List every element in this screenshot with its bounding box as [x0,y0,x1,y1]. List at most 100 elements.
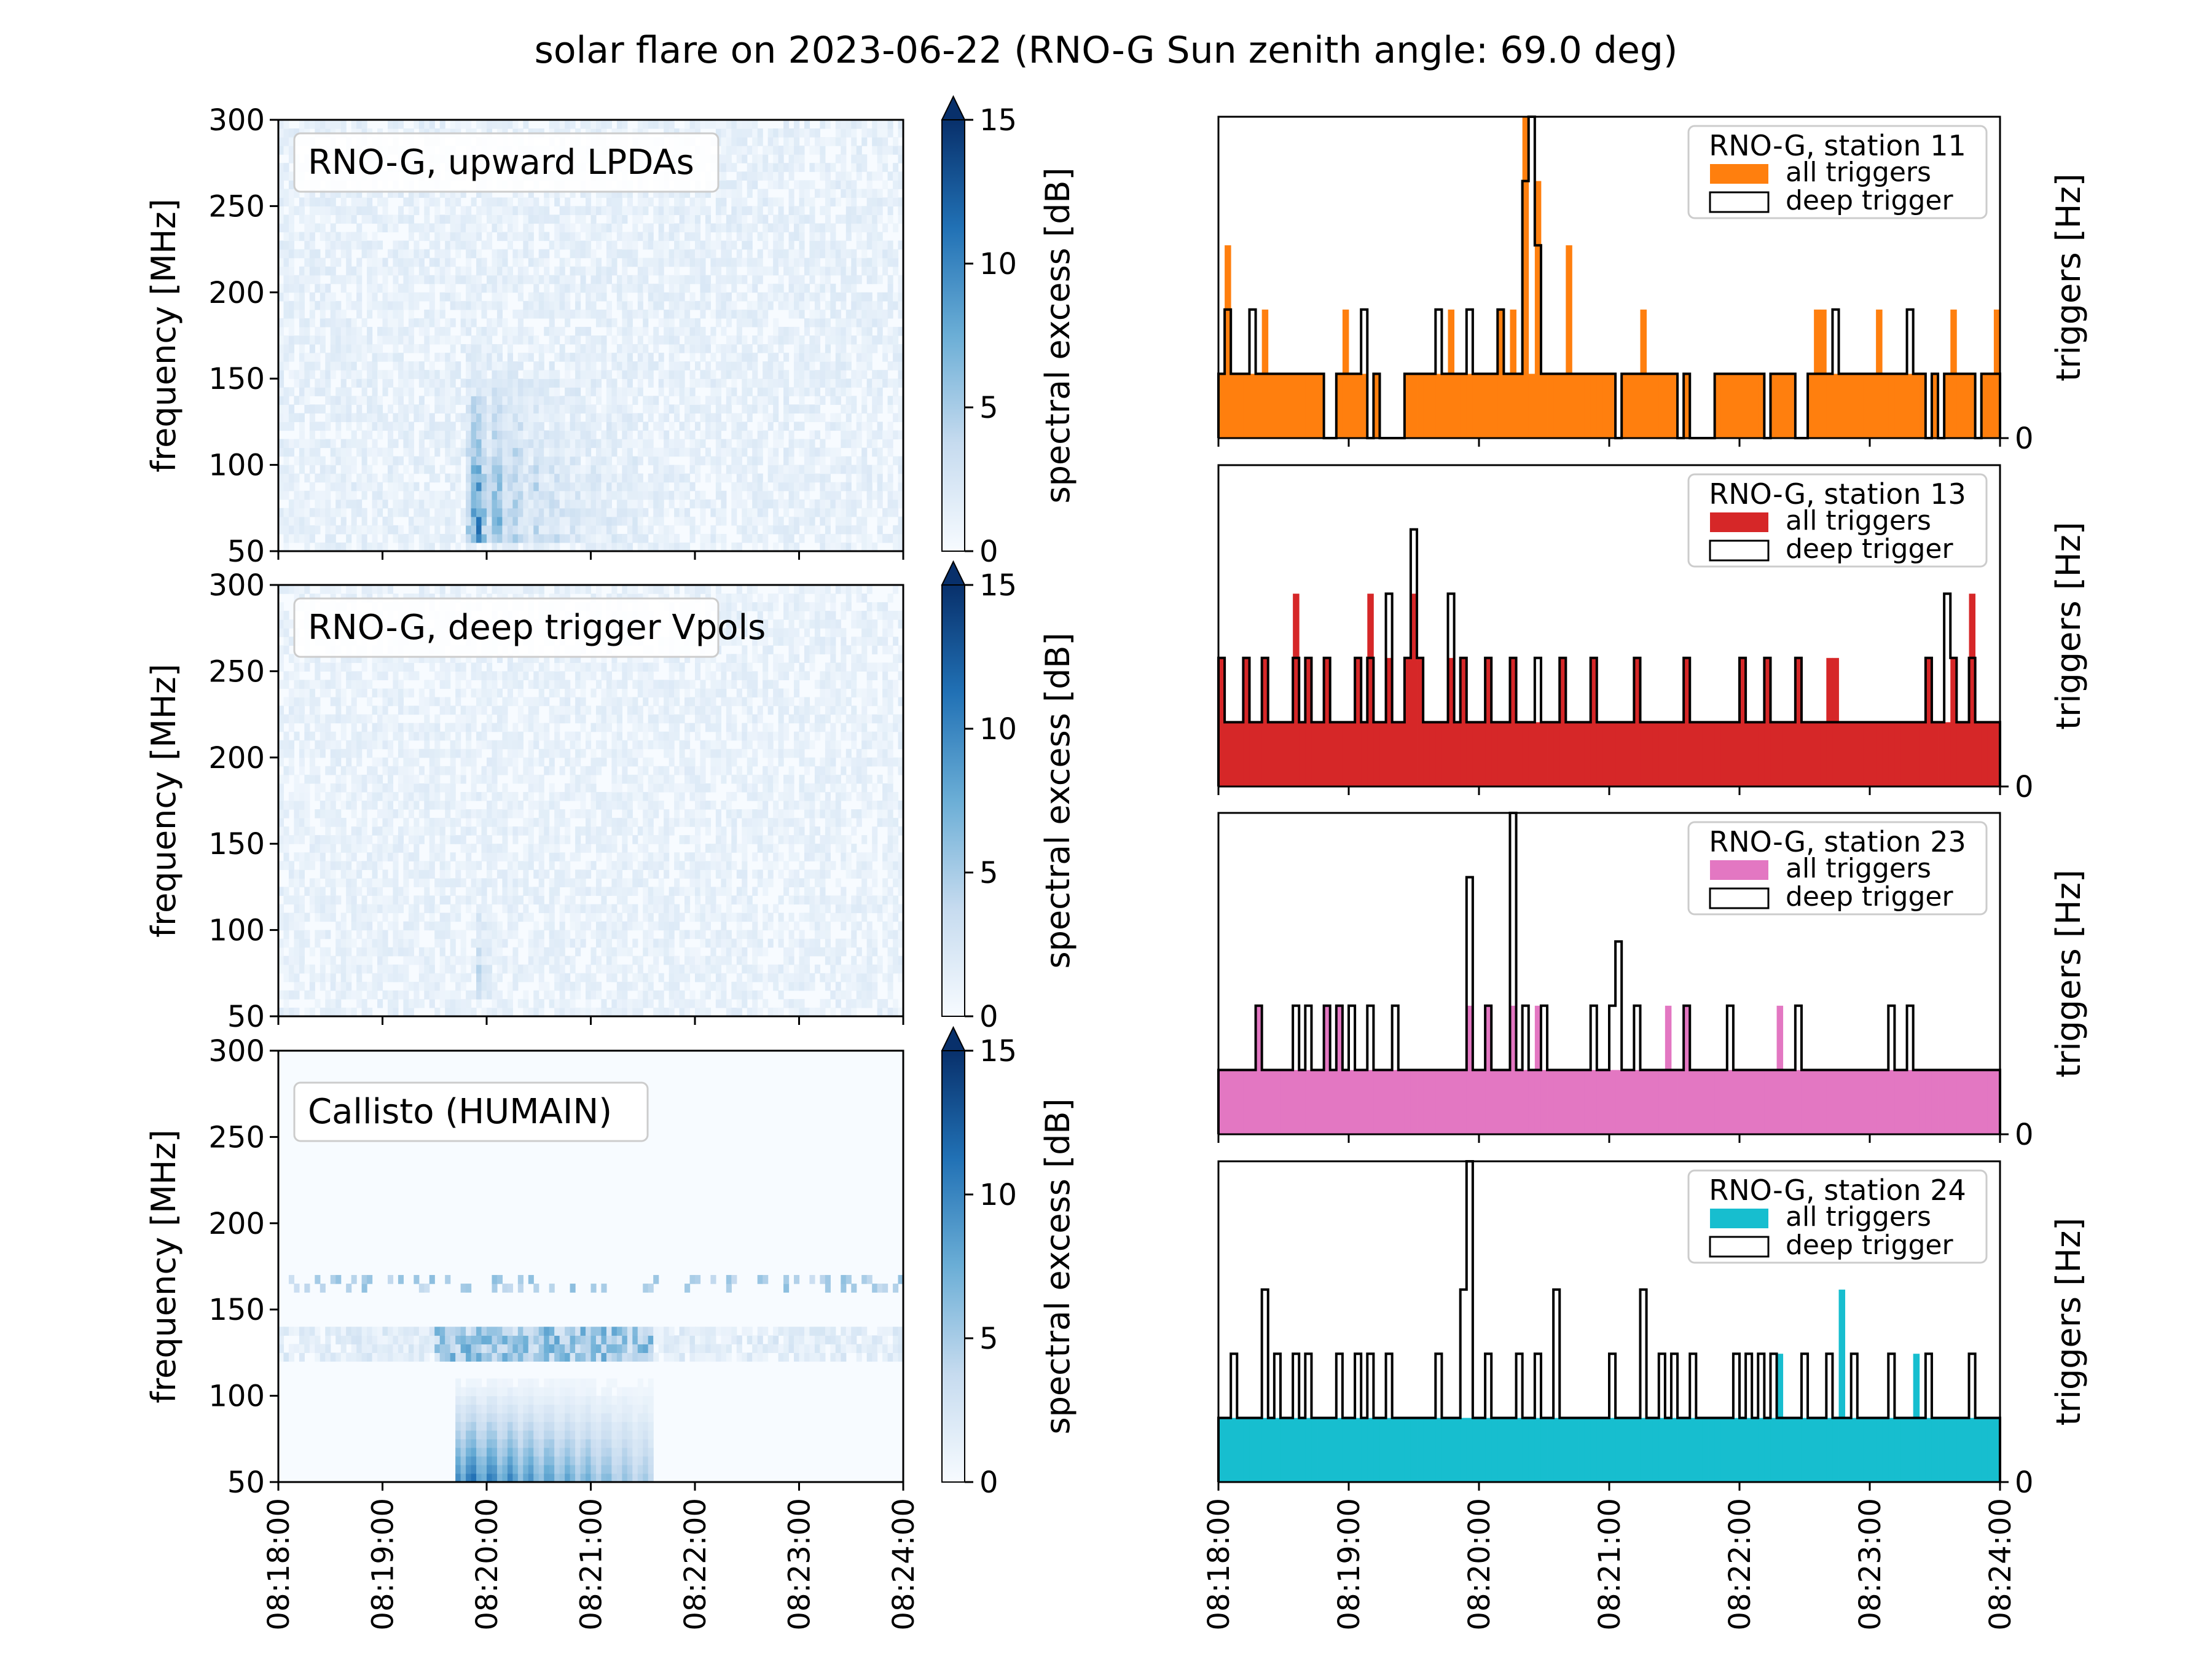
spectrogram-cell [565,197,571,206]
spectrogram-cell [382,447,388,457]
spectrogram-cell [726,275,732,284]
spectrogram-cell [382,422,388,431]
spectrogram-cell [544,189,550,198]
spectrogram-cell [580,189,586,198]
spectrogram-cell [788,257,794,267]
spectrogram-cell [856,223,862,233]
spectrogram-cell [684,283,691,293]
spectrogram-cell [637,361,643,371]
spectrogram-cell [398,456,404,466]
spectrogram-cell [283,335,289,345]
spectrogram-cell [794,378,800,388]
spectrogram-cell [439,353,445,362]
spectrogram-cell [538,214,544,224]
spectrogram-cell [512,232,519,241]
spectrogram-cell [330,809,336,818]
spectrogram-cell [757,387,763,396]
spectrogram-cell [606,257,612,267]
spectrogram-cell [512,387,519,396]
spectrogram-cell [715,516,721,526]
spectrogram-cell [487,499,493,509]
spectrogram-cell [320,214,326,224]
spectrogram-cell [361,249,367,259]
spectrogram-cell [502,465,508,474]
spectrogram-cell [747,439,753,449]
spectrogram-cell [731,223,737,233]
spectrogram-cell [887,214,893,224]
spectrogram-cell [429,275,435,284]
spectrogram-cell [335,240,342,250]
spectrogram-cell [747,128,753,138]
spectrogram-cell [528,439,534,449]
spectrogram-cell [632,232,638,241]
spectrogram-cell [309,887,315,896]
spectrogram-cell [320,189,326,198]
spectrogram-cell [439,396,445,405]
spectrogram-cell [549,292,555,302]
spectrogram-cell [544,370,550,379]
spectrogram-cell [528,508,534,517]
spectrogram-cell [601,439,607,449]
spectrogram-cell [487,396,493,405]
spectrogram-cell [575,249,581,259]
spectrogram-cell [351,490,357,500]
spectrogram-cell [320,344,326,353]
spectrogram-cell [820,447,826,457]
spectrogram-cell [835,465,841,474]
spectrogram-cell [648,473,654,483]
spectrogram-cell [512,223,519,233]
spectrogram-cell [445,473,451,483]
spectrogram-cell [887,508,893,517]
spectrogram-cell [705,300,712,310]
spectrogram-cell [299,266,305,276]
spectrogram-cell [450,370,456,379]
spectrogram-cell [315,740,321,750]
spectrogram-cell [320,404,326,414]
spectrogram-cell [320,714,326,724]
spectrogram-cell [627,482,633,492]
spectrogram-cell [783,482,790,492]
spectrogram-cell [387,439,394,449]
spectrogram-cell [523,404,529,414]
spectrogram-cell [492,525,498,535]
spectrogram-cell [283,955,289,965]
spectrogram-cell [471,490,477,500]
spectrogram-cell [533,422,539,431]
spectrogram-cell [830,326,836,336]
spectrogram-cell [476,232,482,241]
spectrogram-cell [372,249,378,259]
spectrogram-cell [554,447,560,457]
spectrogram-cell [335,361,342,371]
spectrogram-cell [580,223,586,233]
spectrogram-cell [294,964,300,974]
spectrogram-cell [398,422,404,431]
spectrogram-cell [533,344,539,353]
spectrogram-cell [502,378,508,388]
spectrogram-cell [845,206,852,216]
spectrogram-cell [346,189,352,198]
spectrogram-cell [742,318,748,327]
spectrogram-cell [471,525,477,535]
spectrogram-cell [340,447,347,457]
spectrogram-cell [804,378,810,388]
spectrogram-cell [757,300,763,310]
spectrogram-cell [517,197,524,206]
spectrogram-cell [757,232,763,241]
spectrogram-cell [726,300,732,310]
spectrogram-cell [669,275,675,284]
spectrogram-cell [866,344,873,353]
spectrogram-cell [528,370,534,379]
spectrogram-cell [595,292,602,302]
spectrogram-cell [763,378,769,388]
spectrogram-cell [288,206,295,216]
spectrogram-cell [445,447,451,457]
spectrogram-cell [804,456,810,466]
spectrogram-cell [898,516,904,526]
spectrogram-cell [554,542,560,552]
spectrogram-cell [773,128,779,138]
spectrogram-cell [664,197,670,206]
spectrogram-cell [538,396,544,405]
spectrogram-cell [799,232,805,241]
spectrogram-cell [866,482,873,492]
